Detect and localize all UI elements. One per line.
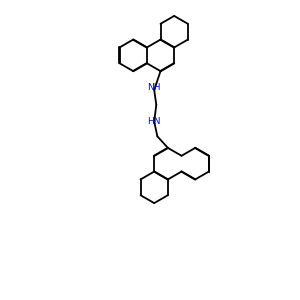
Text: HN: HN bbox=[147, 117, 160, 126]
Text: NH: NH bbox=[147, 83, 160, 92]
